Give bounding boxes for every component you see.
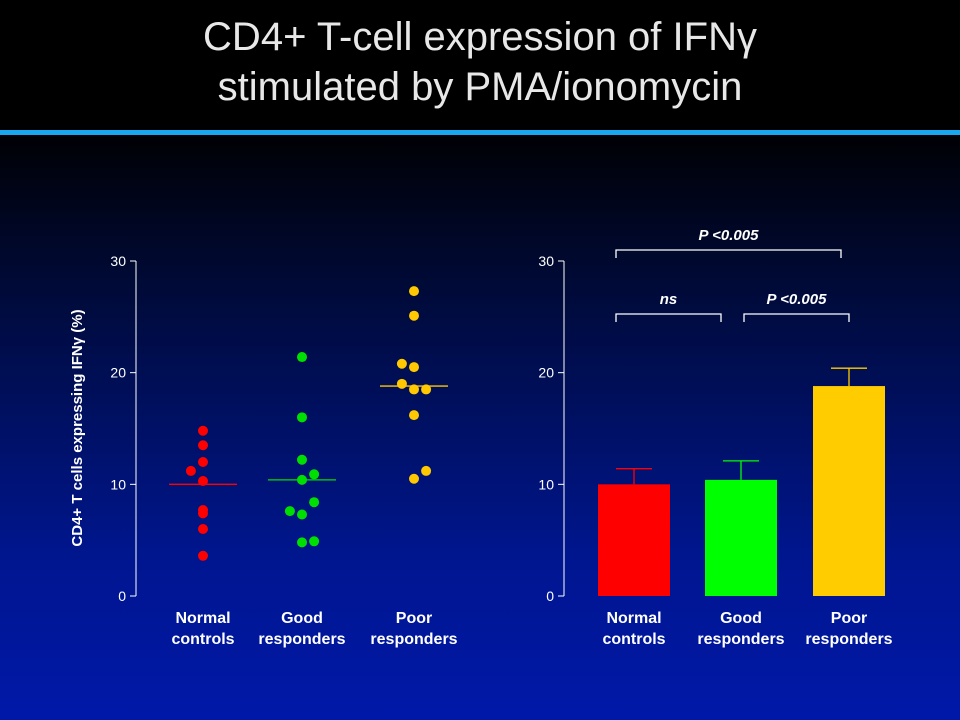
scatter-y-tick-label-30: 30 [110, 253, 126, 269]
bar-category-label-2: Poor responders [805, 610, 892, 648]
scatter-point-2-3 [409, 362, 419, 373]
scatter-point-2-9 [409, 473, 419, 484]
slide-title: CD4+ T-cell expression of IFNγ stimulate… [0, 12, 960, 112]
significance-bracket-0 [615, 249, 842, 258]
scatter-category-label-0: Normal controls [171, 610, 234, 648]
scatter-point-0-3 [198, 457, 208, 467]
bar-category-label-0: Normal controls [602, 610, 665, 648]
scatter-point-1-9 [309, 536, 320, 547]
significance-bracket-1 [615, 313, 722, 322]
scatter-y-axis-label: CD4+ T cells expressing IFNγ (%) [69, 309, 86, 546]
scatter-point-2-2 [396, 358, 407, 369]
scatter-point-2-5 [409, 384, 419, 395]
bar-y-tick-label-20: 20 [538, 365, 554, 381]
scatter-point-1-3 [309, 469, 320, 480]
significance-label-0: P <0.005 [699, 227, 760, 244]
scatter-y-tick-label-0: 0 [118, 588, 126, 604]
bar-y-tick-label-10: 10 [538, 476, 554, 492]
scatter-point-1-5 [309, 497, 320, 508]
scatter-point-1-7 [297, 509, 307, 520]
bar-category-label-1: Good responders [697, 610, 784, 648]
bar-0 [598, 484, 670, 596]
scatter-point-0-0 [198, 425, 208, 436]
scatter-point-2-0 [409, 286, 419, 297]
title-line-2: stimulated by PMA/ionomycin [217, 65, 743, 109]
scatter-point-0-6 [198, 508, 208, 519]
bar-y-tick-label-0: 0 [546, 588, 554, 604]
significance-label-2: P <0.005 [767, 291, 828, 308]
scatter-point-0-1 [198, 440, 208, 451]
scatter-point-1-8 [297, 537, 307, 548]
bar-2 [813, 386, 885, 596]
scatter-category-label-2: Poor responders [370, 610, 457, 648]
scatter-point-1-0 [297, 352, 307, 363]
bar-y-tick-label-30: 30 [538, 253, 554, 269]
scatter-point-2-6 [421, 384, 432, 395]
scatter-point-0-4 [198, 475, 208, 486]
scatter-point-0-2 [185, 465, 196, 476]
scatter-point-1-6 [284, 506, 295, 517]
scatter-point-0-8 [198, 550, 208, 561]
scatter-point-1-1 [297, 412, 307, 423]
scatter-point-2-4 [396, 378, 407, 389]
scatter-point-2-1 [409, 310, 419, 321]
scatter-y-tick-label-10: 10 [110, 476, 126, 492]
scatter-point-0-7 [198, 524, 208, 534]
significance-bracket-2 [743, 313, 850, 322]
title-divider [0, 130, 960, 135]
scatter-y-tick-label-20: 20 [110, 365, 126, 381]
bar-1 [705, 479, 777, 596]
scatter-category-label-1: Good responders [258, 610, 345, 648]
scatter-point-2-7 [409, 410, 419, 421]
scatter-point-1-2 [297, 454, 307, 465]
title-line-1: CD4+ T-cell expression of IFNγ [203, 15, 757, 59]
scatter-point-2-8 [421, 465, 432, 476]
significance-label-1: ns [660, 291, 678, 308]
